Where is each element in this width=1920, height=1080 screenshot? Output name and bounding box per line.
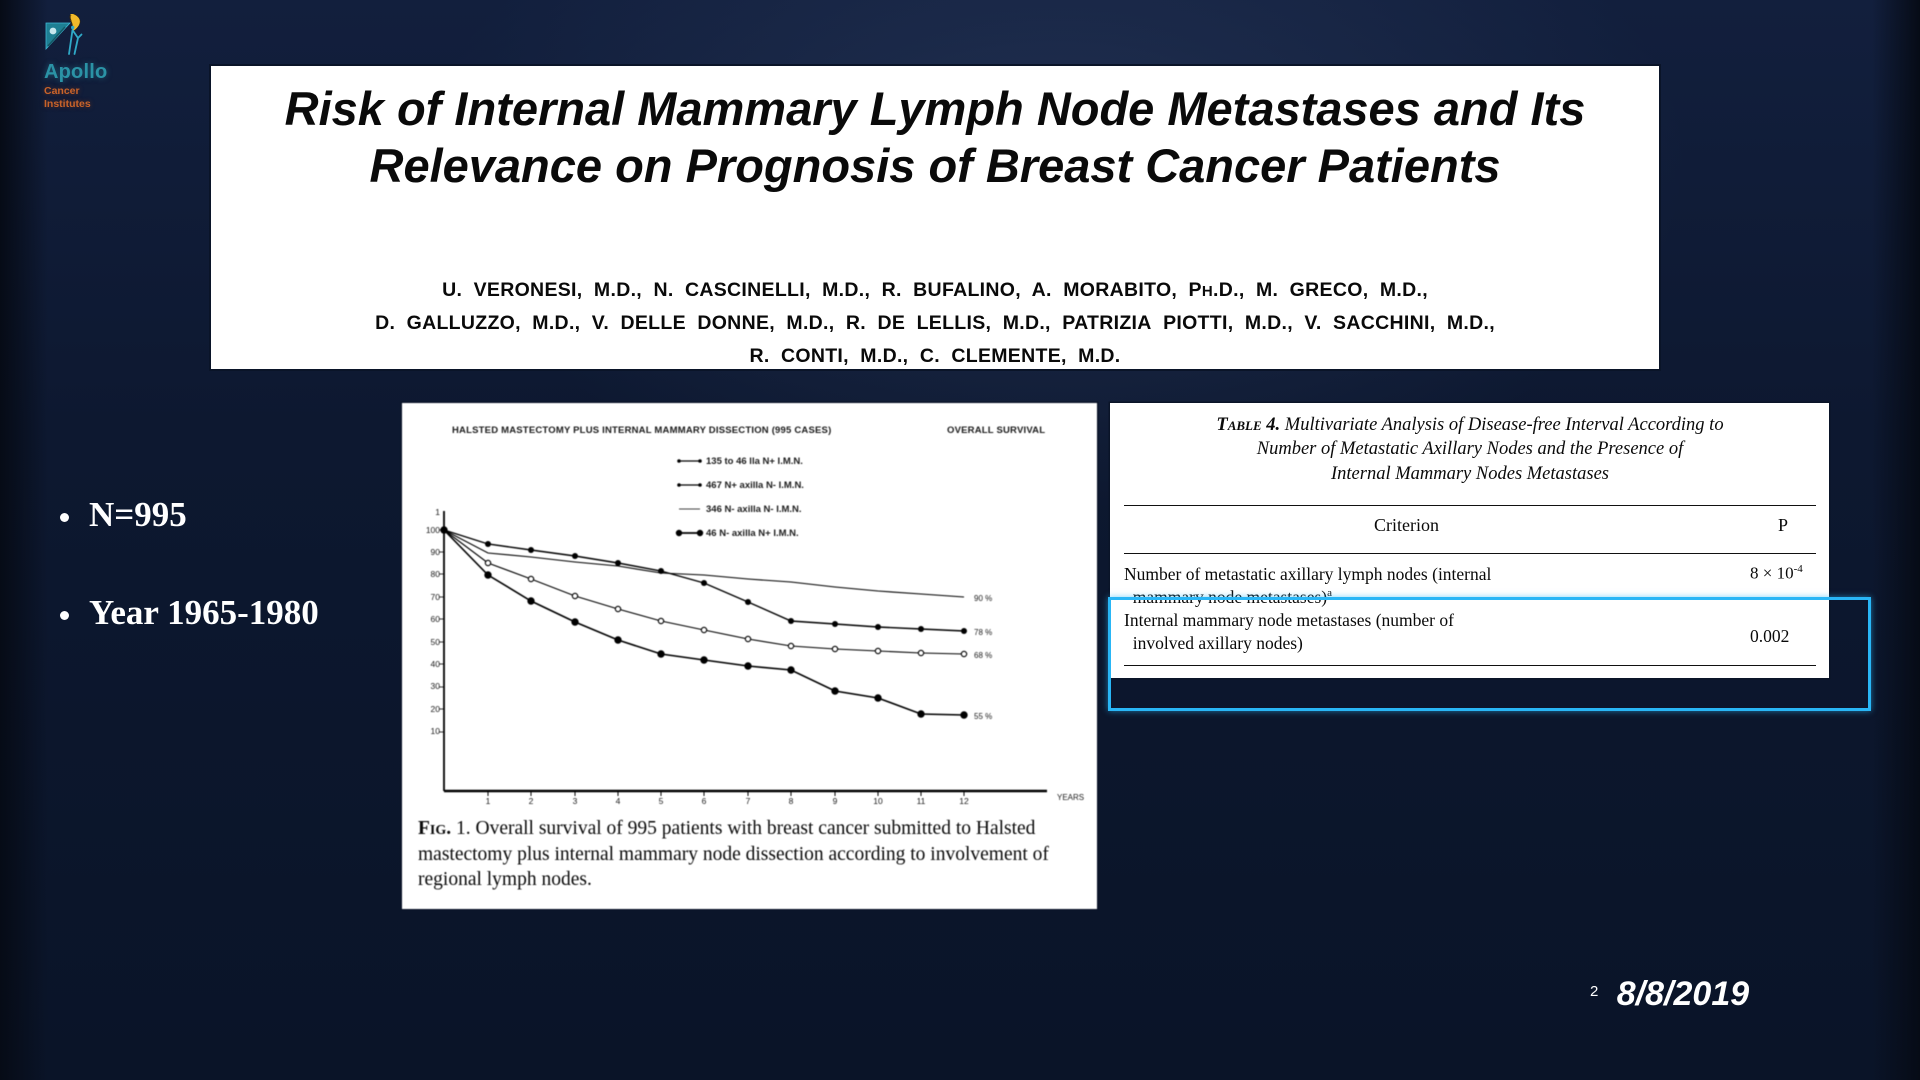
svg-text:50: 50 [431,637,441,647]
svg-text:55 %: 55 % [974,712,992,721]
svg-text:9: 9 [833,796,838,806]
svg-text:3: 3 [573,796,578,806]
svg-text:70: 70 [431,592,441,602]
svg-text:HALSTED MASTECTOMY PLUS INTERN: HALSTED MASTECTOMY PLUS INTERNAL MAMMARY… [452,425,831,436]
svg-text:6: 6 [702,796,707,806]
svg-text:100: 100 [426,525,440,535]
svg-text:60: 60 [431,614,441,624]
svg-text:135 to 46 lla N+ I.M.N.: 135 to 46 lla N+ I.M.N. [706,456,803,467]
svg-text:90 %: 90 % [974,594,992,603]
svg-text:11: 11 [917,796,926,806]
svg-text:78 %: 78 % [974,628,992,637]
svg-text:68 %: 68 % [974,651,992,660]
svg-text:OVERALL SURVIVAL: OVERALL SURVIVAL [947,425,1045,436]
svg-text:7: 7 [746,796,751,806]
svg-text:80: 80 [431,569,441,579]
svg-text:90: 90 [431,547,441,557]
svg-text:10: 10 [873,796,883,806]
svg-text:1: 1 [435,507,440,517]
svg-text:30: 30 [431,681,441,691]
svg-text:4: 4 [616,796,621,806]
svg-text:YEARS: YEARS [1057,793,1084,802]
svg-text:40: 40 [431,659,441,669]
svg-text:467 N+ axilla N- I.M.N.: 467 N+ axilla N- I.M.N. [706,480,804,491]
svg-text:10: 10 [431,726,441,736]
svg-text:346 N- axilla N- I.M.N.: 346 N- axilla N- I.M.N. [706,504,802,515]
svg-text:1: 1 [486,796,491,806]
svg-text:8: 8 [789,796,794,806]
svg-text:20: 20 [431,704,441,714]
svg-text:12: 12 [959,796,969,806]
svg-text:46 N- axilla N+ I.M.N.: 46 N- axilla N+ I.M.N. [706,528,799,539]
svg-text:2: 2 [529,796,534,806]
svg-text:5: 5 [659,796,664,806]
